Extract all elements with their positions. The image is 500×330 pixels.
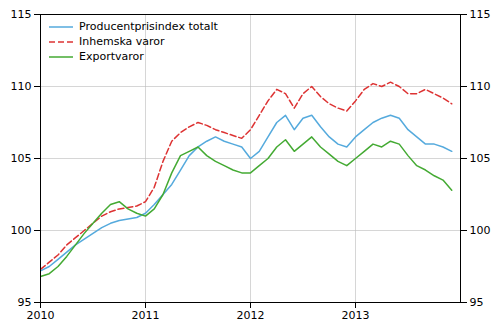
svg-text:2012: 2012 [237,309,265,322]
html-text:Inhemska varor: Inhemska varor [79,35,165,48]
svg-text:105: 105 [11,152,32,165]
svg-text:100: 100 [11,224,32,237]
svg-text:2010: 2010 [27,309,55,322]
svg-text:100: 100 [470,224,491,237]
svg-text:105: 105 [470,152,491,165]
svg-text:110: 110 [11,80,32,93]
svg-text:2011: 2011 [132,309,160,322]
svg-text:2013: 2013 [342,309,370,322]
html-text:Exportvaror: Exportvaror [79,50,144,63]
svg-text:95: 95 [470,296,484,309]
html-text:Producentprisindex totalt: Producentprisindex totalt [79,20,218,33]
svg-text:115: 115 [470,8,491,21]
svg-text:95: 95 [18,296,32,309]
svg-text:115: 115 [11,8,32,21]
svg-text:110: 110 [470,80,491,93]
